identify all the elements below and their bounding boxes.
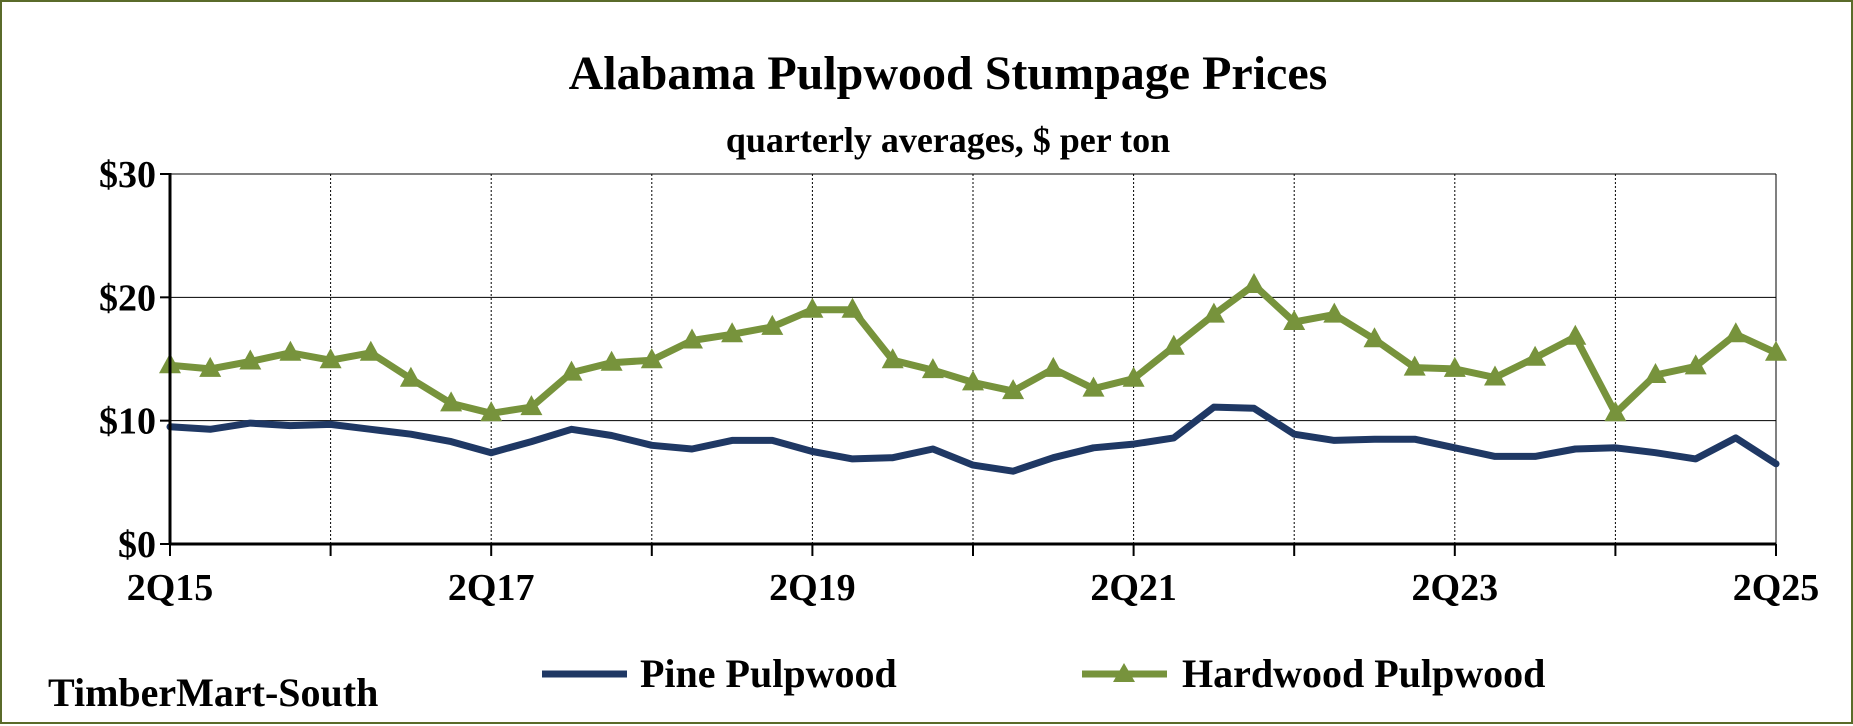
- data-point-hardwood-pulpwood: [199, 356, 222, 377]
- data-point-hardwood-pulpwood: [1765, 340, 1787, 361]
- data-point-hardwood-pulpwood: [279, 340, 302, 361]
- data-point-hardwood-pulpwood: [1564, 324, 1587, 345]
- data-point-hardwood-pulpwood: [1202, 302, 1225, 323]
- y-tick-label: $20: [99, 277, 156, 319]
- data-point-hardwood-pulpwood: [1042, 356, 1065, 377]
- data-point-hardwood-pulpwood: [1363, 327, 1386, 348]
- data-point-hardwood-pulpwood: [1082, 376, 1105, 397]
- x-tick-label: 2Q19: [769, 567, 856, 609]
- data-point-hardwood-pulpwood: [1443, 356, 1466, 377]
- data-point-hardwood-pulpwood: [1484, 365, 1506, 386]
- data-point-hardwood-pulpwood: [520, 395, 543, 416]
- data-point-hardwood-pulpwood: [721, 322, 744, 343]
- series-line-pine-pulpwood: [166, 403, 1780, 475]
- data-point-hardwood-pulpwood: [881, 348, 904, 369]
- data-point-hardwood-pulpwood: [1724, 322, 1747, 343]
- data-point-hardwood-pulpwood: [1403, 355, 1426, 376]
- data-point-hardwood-pulpwood: [962, 370, 984, 391]
- x-tick-label: 2Q15: [127, 567, 214, 609]
- chart-title: Alabama Pulpwood Stumpage Prices: [569, 47, 1328, 100]
- data-point-hardwood-pulpwood: [1684, 354, 1707, 375]
- data-point-hardwood-pulpwood: [399, 366, 422, 387]
- data-point-hardwood-pulpwood: [1644, 363, 1667, 383]
- axis-layer: $0 $10 $20 $30 2Q15 2Q17 2Q19 2Q21 2Q23 2Q25: [99, 154, 1819, 609]
- legend: Pine Pulpwood Hardwood Pulpwood: [542, 651, 1545, 696]
- data-point-hardwood-pulpwood: [319, 348, 342, 369]
- data-point-hardwood-pulpwood: [1162, 334, 1185, 355]
- data-point-hardwood-pulpwood: [1002, 379, 1025, 400]
- chart-subtitle: quarterly averages, $ per ton: [726, 120, 1170, 160]
- data-point-hardwood-pulpwood: [239, 349, 262, 370]
- data-point-hardwood-pulpwood: [1604, 401, 1627, 422]
- legend-label-hardwood-pulpwood: Hardwood Pulpwood: [1182, 651, 1545, 696]
- data-point-hardwood-pulpwood: [640, 348, 663, 369]
- data-point-hardwood-pulpwood: [560, 360, 583, 381]
- y-tick-label: $0: [118, 524, 156, 566]
- data-point-hardwood-pulpwood: [801, 297, 824, 318]
- x-tick-label: 2Q25: [1733, 567, 1820, 609]
- legend-marker-hardwood-pulpwood: [1113, 663, 1135, 682]
- data-point-hardwood-pulpwood: [1122, 366, 1145, 387]
- data-point-hardwood-pulpwood: [480, 401, 503, 422]
- series-layer: [159, 273, 1787, 475]
- data-point-hardwood-pulpwood: [681, 328, 703, 349]
- legend-label-pine-pulpwood: Pine Pulpwood: [640, 651, 897, 696]
- data-point-hardwood-pulpwood: [1524, 345, 1547, 366]
- data-point-hardwood-pulpwood: [359, 340, 382, 361]
- data-point-hardwood-pulpwood: [600, 350, 623, 371]
- x-tick-label: 2Q23: [1412, 567, 1499, 609]
- data-point-hardwood-pulpwood: [440, 391, 463, 412]
- data-point-hardwood-pulpwood: [1323, 302, 1346, 323]
- data-point-hardwood-pulpwood: [841, 297, 864, 318]
- data-point-hardwood-pulpwood: [921, 358, 944, 379]
- data-point-hardwood-pulpwood: [1283, 310, 1306, 330]
- x-tick-label: 2Q21: [1090, 567, 1177, 609]
- data-point-hardwood-pulpwood: [1243, 273, 1265, 293]
- x-tick-label: 2Q17: [448, 567, 535, 609]
- data-point-hardwood-pulpwood: [761, 314, 784, 335]
- source-label: TimberMart-South: [48, 670, 378, 715]
- y-tick-label: $10: [99, 401, 156, 443]
- y-tick-label: $30: [99, 154, 156, 196]
